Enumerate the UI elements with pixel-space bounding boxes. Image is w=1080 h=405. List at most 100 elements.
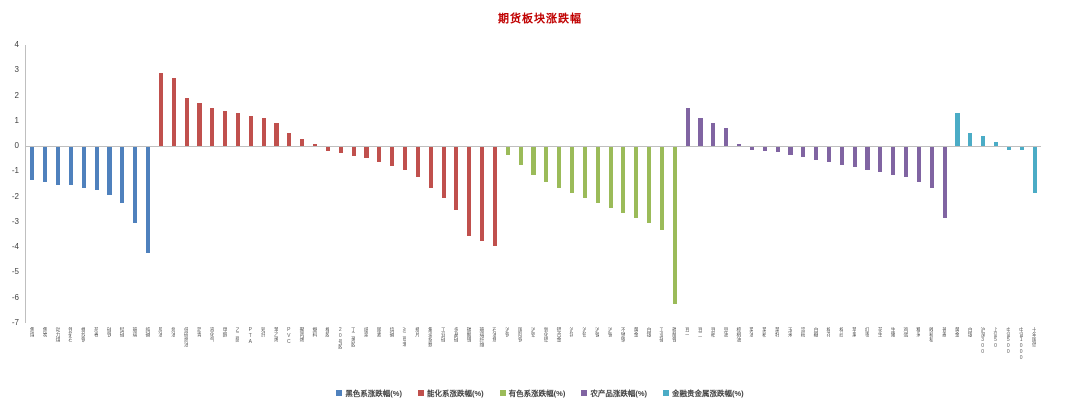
x-tick-label: 国际铜 — [517, 327, 523, 342]
x-tick-label: 棕榈油 — [735, 327, 741, 342]
bar — [749, 147, 754, 150]
bar — [621, 147, 626, 213]
bar — [724, 128, 729, 147]
x-tick-label: 碳酸锂 — [465, 327, 471, 342]
bar — [955, 113, 960, 147]
x-tick-label: 丁二烯胶 — [350, 327, 356, 347]
x-tick-label: 豆油 — [722, 327, 728, 337]
bar — [274, 123, 279, 147]
y-tick-label: -3 — [11, 216, 19, 226]
bar — [235, 113, 241, 147]
x-tick-label: 多晶硅 — [452, 327, 458, 342]
x-tick-label: 瓶片 — [414, 327, 420, 337]
x-tick-label: 棉花 — [825, 327, 831, 337]
x-tick-label: 焦炭 — [41, 327, 47, 337]
x-tick-label: 沪铝 — [529, 327, 535, 337]
bar — [839, 147, 844, 165]
x-tick-label: 黄金 — [632, 327, 638, 337]
bar — [582, 147, 587, 198]
x-tick-label: 菜油 — [748, 327, 754, 337]
x-tick-label: 沪深300 — [979, 327, 985, 355]
bar — [878, 147, 883, 173]
x-tick-label: 豆二 — [696, 327, 702, 337]
x-tick-label: 尿素 — [375, 327, 381, 337]
bar — [107, 147, 112, 196]
bar — [210, 108, 215, 147]
x-tick-label: 工业硅 — [658, 327, 664, 342]
x-tick-label: 氧化铝 — [542, 327, 548, 342]
legend-swatch-icon — [336, 390, 343, 397]
x-tick-label: 碳酸锂 — [671, 327, 677, 342]
bar — [518, 147, 523, 165]
x-tick-label: 豆粕 — [709, 327, 715, 337]
bar — [261, 118, 266, 147]
x-tick-label: 甲醇 — [221, 327, 227, 337]
bar — [968, 133, 973, 147]
x-tick-label: 中证1000 — [1018, 327, 1024, 361]
x-tick-label: 豆一 — [684, 327, 690, 337]
x-tick-label: 螺纹钢 — [80, 327, 86, 342]
bar — [531, 147, 536, 175]
x-tick-label: 菜籽 — [774, 327, 780, 337]
x-tick-label: 花生 — [876, 327, 882, 337]
x-tick-label: 硅铁 — [105, 327, 111, 337]
x-tick-label: 沪铅 — [581, 327, 587, 337]
bar — [672, 147, 677, 304]
bar — [981, 135, 986, 147]
x-tick-label: 普麦 — [941, 327, 947, 337]
x-tick-label: 玻璃 — [131, 327, 137, 337]
bar — [557, 147, 562, 188]
x-tick-label: 动力煤 — [54, 327, 60, 342]
bar — [377, 147, 382, 163]
bar — [300, 138, 305, 147]
plot-area — [25, 45, 1041, 323]
legend-label: 农产品涨跌幅(%) — [590, 388, 647, 398]
x-tick-label: 棉纱 — [838, 327, 844, 337]
x-tick-label: 乙二醇 — [234, 327, 240, 342]
chart-title: 期货板块涨跌幅 — [498, 13, 582, 25]
x-axis-labels: 焦煤 焦炭 动力煤 铁矿石 螺纹钢 热卷 硅铁 锰硅 玻璃 纯碱 原油 燃油 低硫燃油 沥青 液化气 甲醇 乙二… — [25, 327, 1040, 369]
x-tick-label: 低硫燃油 — [183, 327, 189, 347]
bar — [634, 147, 639, 218]
bar — [248, 115, 253, 147]
x-tick-label: 锰硅 — [118, 327, 124, 337]
x-tick-label: 液化气 — [208, 327, 214, 342]
bar — [775, 147, 780, 153]
bar — [826, 147, 832, 163]
y-tick-label: 2 — [14, 90, 19, 100]
bar — [544, 147, 549, 183]
bar — [659, 147, 665, 231]
x-tick-label: PVC — [285, 327, 291, 345]
x-tick-label: 沪铜 — [504, 327, 510, 337]
x-tick-label: 中证500 — [1005, 327, 1011, 355]
legend-item: 能化系涨跌幅(%) — [417, 389, 484, 398]
bar — [904, 147, 909, 178]
bar — [929, 147, 934, 188]
bar — [184, 98, 189, 147]
legend-label: 黑色系涨跌幅(%) — [345, 388, 402, 398]
x-tick-label: 纯碱 — [144, 327, 150, 337]
bar — [492, 147, 497, 246]
legend-item: 金融贵金属涨跌幅(%) — [663, 389, 744, 398]
bar — [158, 72, 163, 147]
x-tick-label: 烧碱 — [388, 327, 394, 337]
x-tick-label: 苹果 — [851, 327, 857, 337]
bar — [30, 147, 35, 180]
x-tick-label: 晚籼稻 — [928, 327, 934, 342]
x-tick-label: 工业硅 — [440, 327, 445, 342]
legend-swatch-icon — [499, 390, 506, 397]
bar — [68, 147, 74, 185]
bar — [415, 147, 420, 178]
bar — [197, 103, 202, 147]
y-tick-label: -1 — [11, 166, 19, 176]
y-tick-label: 0 — [14, 141, 19, 151]
bar — [94, 147, 99, 191]
bar — [916, 147, 921, 183]
legend-swatch-icon — [663, 390, 669, 397]
bar — [698, 118, 703, 147]
y-tick-label: -7 — [11, 318, 19, 327]
y-tick-label: -2 — [11, 191, 19, 201]
legend-label: 有色系涨跌幅(%) — [508, 388, 566, 398]
x-tick-label: 菜粕 — [761, 327, 767, 337]
legend-item: 农产品涨跌幅(%) — [581, 388, 647, 398]
